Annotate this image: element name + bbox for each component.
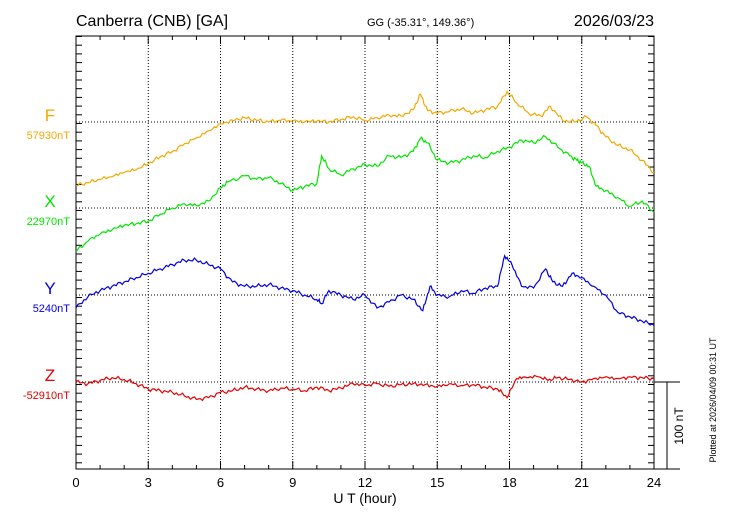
x-tick-label: 6: [217, 475, 224, 490]
x-tick-label: 24: [647, 475, 661, 490]
plotted-note: Plotted at 2026/04/09 00:31 UT: [708, 337, 718, 463]
x-axis-label: U T (hour): [333, 490, 396, 506]
series-name-z: Z: [45, 366, 55, 385]
series-baseline-x: 22970nT: [27, 216, 71, 228]
scale-bar-label: 100 nT: [672, 407, 686, 445]
series-name-x: X: [44, 192, 55, 211]
series-name-y: Y: [44, 279, 55, 298]
grid-lines: [76, 36, 654, 469]
series-baseline-z: -52910nT: [23, 390, 70, 402]
series-baseline-y: 5240nT: [33, 303, 71, 315]
x-tick-label: 18: [502, 475, 516, 490]
series-line-y: [75, 253, 655, 326]
scale-bar: 100 nT: [654, 381, 686, 470]
series-labels: F 57930nT X 22970nT Y 5240nT Z -52910nT: [23, 106, 70, 402]
x-tick-label: 3: [145, 475, 152, 490]
series-baseline-f: 57930nT: [27, 130, 71, 142]
x-tick-label: 9: [289, 475, 296, 490]
series-lines: [75, 90, 655, 402]
series-line-x: [75, 134, 655, 252]
coordinates-label: GG (-35.31°, 149.36°): [367, 17, 474, 29]
x-tick-label: 12: [358, 475, 372, 490]
station-title: Canberra (CNB) [GA]: [76, 13, 228, 30]
series-name-f: F: [45, 106, 55, 125]
x-tick-label: 0: [72, 475, 79, 490]
x-tick-labels: 0 3 6 9 12 15 18 21 24: [72, 475, 661, 490]
x-tick-label: 15: [430, 475, 444, 490]
series-line-z: [75, 374, 655, 402]
date-label: 2026/03/23: [574, 13, 654, 30]
x-tick-label: 21: [575, 475, 589, 490]
series-line-f: [75, 90, 655, 187]
